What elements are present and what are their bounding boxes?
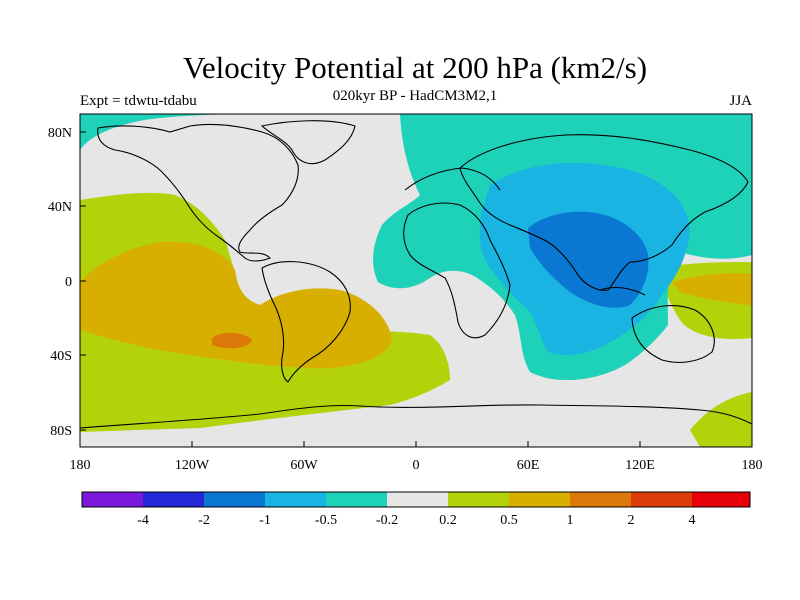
lon-label-120e: 120E bbox=[625, 458, 655, 473]
season-label: JJA bbox=[729, 93, 752, 109]
colorbar-swatch bbox=[204, 492, 265, 507]
lat-label-0: 0 bbox=[65, 275, 72, 290]
lon-label-0: 0 bbox=[413, 458, 420, 473]
colorbar-label: 1 bbox=[567, 513, 574, 528]
colorbar-frame bbox=[81, 491, 751, 508]
colorbar-swatch bbox=[82, 492, 143, 507]
colorbar: -4 -2 -1 -0.5 -0.2 0.2 0.5 1 2 4 bbox=[81, 491, 751, 528]
lon-label-180w: 180 bbox=[70, 458, 91, 473]
lon-label-60e: 60E bbox=[517, 458, 540, 473]
colorbar-label: 0.2 bbox=[439, 513, 457, 528]
colorbar-swatch bbox=[631, 492, 692, 507]
colorbar-label: -2 bbox=[198, 513, 210, 528]
map-panel bbox=[80, 114, 752, 447]
lat-label-40n: 40N bbox=[48, 200, 72, 215]
colorbar-swatch bbox=[509, 492, 570, 507]
positive-strong-region bbox=[212, 332, 252, 349]
plot-subtitle: 020kyr BP - HadCM3M2,1 bbox=[332, 88, 498, 104]
colorbar-swatch bbox=[265, 492, 326, 507]
colorbar-swatch bbox=[387, 492, 448, 507]
plot-title: Velocity Potential at 200 hPa (km2/s) bbox=[182, 50, 648, 85]
colorbar-label: -0.2 bbox=[376, 513, 398, 528]
lat-label-80s: 80S bbox=[50, 424, 72, 439]
coastlines bbox=[80, 120, 752, 429]
colorbar-label: -4 bbox=[137, 513, 149, 528]
colorbar-swatch bbox=[692, 492, 750, 507]
colorbar-swatch bbox=[143, 492, 204, 507]
colorbar-swatch bbox=[448, 492, 509, 507]
lon-label-120w: 120W bbox=[175, 458, 210, 473]
latitude-axis: 80N 40N 0 40S 80S bbox=[48, 126, 86, 439]
colorbar-swatch bbox=[570, 492, 631, 507]
colorbar-label: 4 bbox=[689, 513, 696, 528]
lat-label-80n: 80N bbox=[48, 126, 72, 141]
colorbar-label: -0.5 bbox=[315, 513, 337, 528]
lon-label-60w: 60W bbox=[290, 458, 318, 473]
colorbar-label: -1 bbox=[259, 513, 271, 528]
lon-label-180e: 180 bbox=[742, 458, 763, 473]
positive-mid-region bbox=[80, 241, 752, 369]
colorbar-label: 2 bbox=[628, 513, 635, 528]
experiment-label: Expt = tdwtu-tdabu bbox=[80, 93, 197, 109]
colorbar-label: 0.5 bbox=[500, 513, 518, 528]
negative-strong-region bbox=[528, 211, 649, 308]
longitude-axis: 180 120W 60W 0 60E 120E 180 bbox=[70, 441, 763, 473]
lat-label-40s: 40S bbox=[50, 349, 72, 364]
colorbar-swatch bbox=[326, 492, 387, 507]
